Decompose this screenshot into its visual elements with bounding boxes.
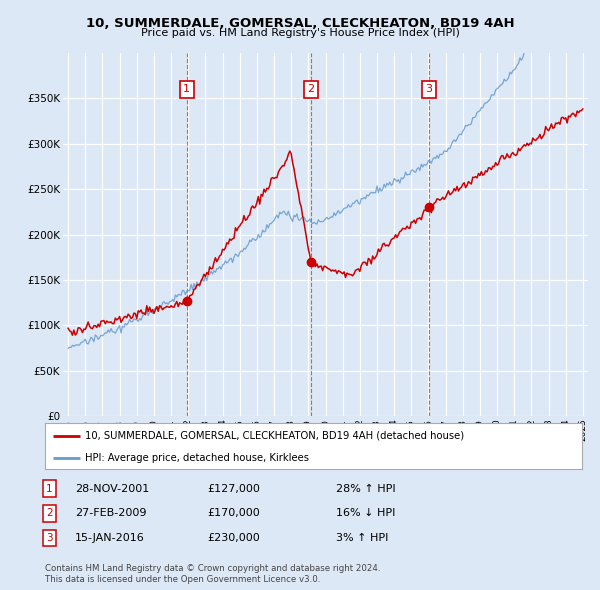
Text: 3% ↑ HPI: 3% ↑ HPI (336, 533, 388, 543)
Text: 10, SUMMERDALE, GOMERSAL, CLECKHEATON, BD19 4AH (detached house): 10, SUMMERDALE, GOMERSAL, CLECKHEATON, B… (85, 431, 464, 441)
Text: Contains HM Land Registry data © Crown copyright and database right 2024.: Contains HM Land Registry data © Crown c… (45, 565, 380, 573)
Text: £230,000: £230,000 (207, 533, 260, 543)
Text: £170,000: £170,000 (207, 509, 260, 518)
Text: 3: 3 (425, 84, 433, 94)
Text: 28-NOV-2001: 28-NOV-2001 (75, 484, 149, 493)
Text: Price paid vs. HM Land Registry's House Price Index (HPI): Price paid vs. HM Land Registry's House … (140, 28, 460, 38)
Text: 1: 1 (46, 484, 53, 493)
Bar (583, 53, 588, 416)
Text: 15-JAN-2016: 15-JAN-2016 (75, 533, 145, 543)
Text: This data is licensed under the Open Government Licence v3.0.: This data is licensed under the Open Gov… (45, 575, 320, 584)
Text: £127,000: £127,000 (207, 484, 260, 493)
Text: HPI: Average price, detached house, Kirklees: HPI: Average price, detached house, Kirk… (85, 453, 309, 463)
Text: 1: 1 (183, 84, 190, 94)
Text: 27-FEB-2009: 27-FEB-2009 (75, 509, 146, 518)
Text: 10, SUMMERDALE, GOMERSAL, CLECKHEATON, BD19 4AH: 10, SUMMERDALE, GOMERSAL, CLECKHEATON, B… (86, 17, 514, 30)
Text: 2: 2 (46, 509, 53, 518)
Text: 16% ↓ HPI: 16% ↓ HPI (336, 509, 395, 518)
Text: 28% ↑ HPI: 28% ↑ HPI (336, 484, 395, 493)
Text: 3: 3 (46, 533, 53, 543)
Text: 2: 2 (308, 84, 314, 94)
